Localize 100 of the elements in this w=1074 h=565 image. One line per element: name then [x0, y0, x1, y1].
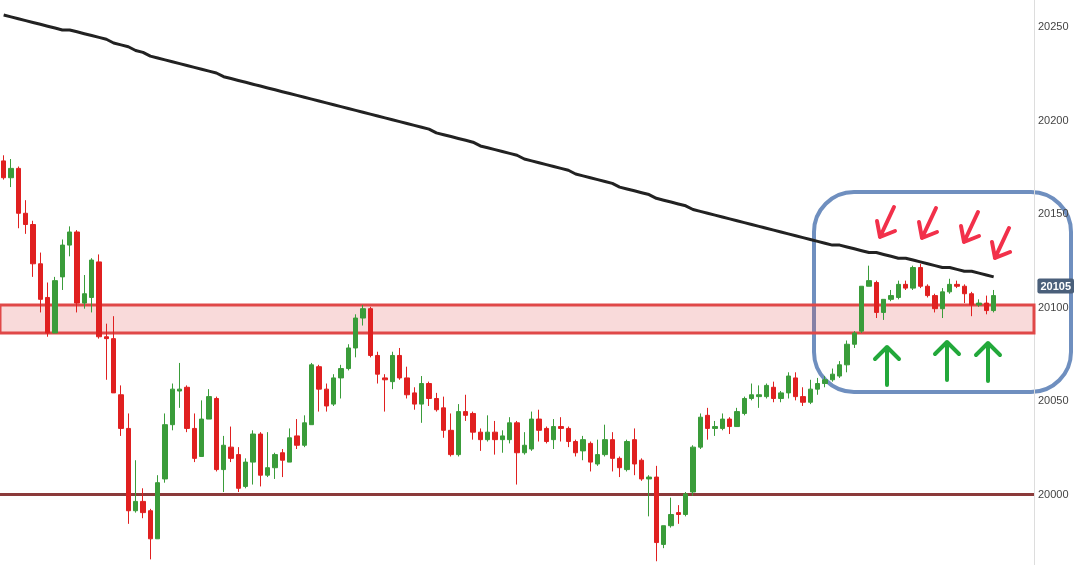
candlestick — [324, 383, 329, 413]
candlestick — [140, 487, 146, 519]
candlestick — [859, 285, 864, 334]
candlestick — [778, 390, 784, 403]
candlestick — [771, 381, 776, 403]
candlestick — [397, 347, 402, 381]
candlestick — [940, 287, 945, 319]
candlestick — [155, 474, 160, 540]
candlestick — [96, 253, 102, 340]
candlestick — [903, 280, 908, 291]
candlestick — [727, 416, 732, 435]
candlestick — [866, 265, 872, 287]
candlestick — [287, 427, 292, 463]
candlestick — [881, 298, 886, 321]
candlestick — [925, 283, 930, 298]
candlestick — [485, 414, 490, 443]
candlestick — [199, 399, 204, 457]
candlestick — [683, 491, 688, 517]
candlestick — [808, 379, 813, 405]
candlestick — [698, 412, 703, 450]
candlestick — [624, 439, 630, 472]
candlestick — [544, 426, 549, 444]
candlestick — [764, 383, 769, 399]
candlestick — [536, 409, 542, 443]
candlestick — [456, 403, 461, 457]
candlestick — [478, 427, 483, 452]
candlestick — [404, 366, 410, 399]
y-tick-label: 20100 — [1038, 300, 1069, 313]
candlestick — [470, 411, 476, 441]
candlestick — [954, 280, 960, 289]
candlestick — [426, 381, 432, 407]
candlestick — [23, 199, 28, 235]
candlestick — [632, 427, 637, 476]
candlestick — [617, 455, 622, 478]
candlestick — [177, 362, 182, 409]
candlestick — [690, 444, 696, 497]
candlestick — [830, 368, 835, 383]
candlestick — [353, 313, 358, 358]
candlestick — [368, 306, 373, 358]
candlestick — [45, 282, 50, 338]
candlestick — [265, 431, 270, 478]
candlestick — [492, 420, 498, 456]
candlestick — [646, 474, 652, 517]
candlestick — [551, 418, 556, 450]
candlestick — [434, 392, 439, 413]
y-tick-label: 20000 — [1038, 487, 1069, 500]
candlestick — [514, 420, 520, 486]
candlestick — [896, 280, 901, 300]
candlestick — [661, 525, 666, 549]
candlestick — [500, 429, 505, 454]
candlestick — [133, 459, 138, 514]
candlestick — [463, 394, 468, 422]
candlestick — [874, 280, 879, 319]
y-tick-label: 20250 — [1038, 20, 1069, 33]
candlestick — [720, 412, 725, 431]
y-tick-label: 20200 — [1038, 113, 1069, 126]
candlestick — [756, 384, 762, 409]
candlestick — [302, 414, 307, 448]
candlestick — [910, 265, 916, 291]
candlestick — [243, 457, 248, 489]
candlestick — [969, 291, 974, 317]
candlestick — [793, 371, 798, 401]
candlestick — [192, 412, 197, 463]
candlestick — [412, 386, 417, 411]
candlestick — [162, 412, 168, 484]
candlestick — [30, 220, 36, 278]
candlestick — [734, 407, 740, 428]
candlestick — [668, 497, 674, 529]
candlestick — [228, 426, 234, 463]
candlestick — [382, 373, 388, 413]
line-series — [2, 13, 996, 279]
candlestick — [82, 274, 87, 310]
candlestick — [316, 364, 322, 413]
candlestick — [126, 412, 131, 525]
candlestick — [331, 373, 336, 407]
candlestick — [258, 431, 263, 487]
candlestick — [947, 278, 952, 295]
candlestick — [104, 323, 109, 381]
candlestick — [800, 386, 806, 407]
candlestick — [566, 426, 571, 448]
candlestick — [441, 396, 446, 439]
candlestick — [522, 431, 527, 456]
candlestick — [74, 229, 80, 313]
candlestick — [221, 435, 226, 493]
candlestick — [852, 330, 857, 349]
candlestick — [360, 304, 366, 327]
candlestick — [844, 340, 850, 373]
candlestick — [148, 508, 153, 560]
candlestick — [976, 298, 982, 308]
candlestick — [16, 166, 21, 229]
candlestick — [170, 383, 175, 431]
candlestick — [60, 238, 65, 291]
candlestick — [529, 411, 534, 452]
candlestick — [712, 420, 718, 437]
candlestick — [52, 276, 58, 334]
candlestick — [250, 429, 256, 486]
text: 20105 — [1040, 280, 1072, 293]
candlestick — [588, 441, 593, 472]
candlestick — [111, 315, 116, 394]
candlestick — [837, 360, 842, 379]
